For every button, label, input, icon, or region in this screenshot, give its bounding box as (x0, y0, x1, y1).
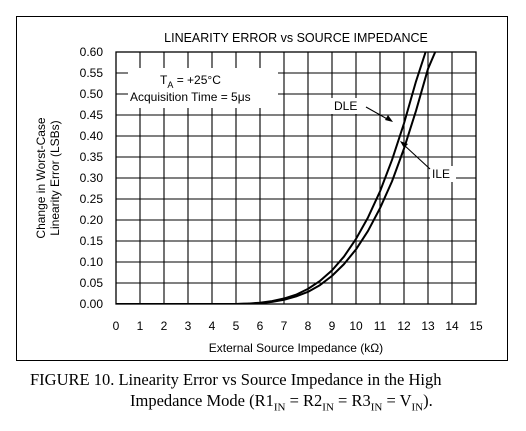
x-tick-label: 14 (445, 319, 459, 333)
x-tick-label: 7 (281, 319, 288, 333)
grid (115, 51, 477, 305)
x-tick-label: 6 (257, 319, 264, 333)
x-tick-label: 15 (469, 319, 483, 333)
x-tick-label: 4 (209, 319, 216, 333)
y-tick-label: 0.05 (80, 276, 104, 290)
chart-frame (16, 16, 508, 361)
y-tick-label: 0.25 (80, 192, 104, 206)
y-tick-label: 0.10 (80, 255, 104, 269)
ile-label: ILE (432, 167, 450, 181)
x-tick-label: 12 (397, 319, 411, 333)
x-tick-label: 0 (113, 319, 120, 333)
y-tick-label: 0.55 (80, 66, 104, 80)
series-lines (116, 52, 437, 304)
y-axis-label-line1: Change in Worst-Case (34, 117, 48, 238)
x-tick-label: 9 (329, 319, 336, 333)
y-tick-label: 0.35 (80, 150, 104, 164)
y-tick-label: 0.50 (80, 87, 104, 101)
dle-label: DLE (334, 99, 357, 113)
ile-label-bg (430, 166, 456, 182)
caption-line2: Impedance Mode (R1IN = R2IN = R3IN = VIN… (130, 391, 433, 414)
ile-leader (403, 144, 431, 170)
y-tick-label: 0.20 (80, 213, 104, 227)
dle-leader (365, 106, 390, 121)
dle-leader-arrow (385, 115, 393, 122)
y-tick-label: 0.15 (80, 234, 104, 248)
series-line-ile (116, 52, 437, 304)
y-axis-label-line2: Linearity Error (LSBs) (48, 120, 62, 235)
x-tick-label: 2 (161, 319, 168, 333)
ile-leader-arrow (400, 141, 408, 148)
x-tick-label: 1 (137, 319, 144, 333)
x-tick-label: 11 (374, 319, 387, 333)
chart-title: LINEARITY ERROR vs SOURCE IMPEDANCE (164, 31, 428, 45)
y-tick-label: 0.60 (80, 45, 104, 59)
x-tick-label: 3 (185, 319, 192, 333)
x-tick-label: 10 (349, 319, 363, 333)
y-tick-label: 0.45 (80, 108, 104, 122)
y-tick-label: 0.40 (80, 129, 104, 143)
x-tick-label: 13 (421, 319, 435, 333)
y-tick-label: 0.30 (80, 171, 104, 185)
caption-line1: FIGURE 10. Linearity Error vs Source Imp… (30, 370, 442, 389)
dle-label-bg (331, 98, 365, 114)
x-tick-label: 5 (233, 319, 240, 333)
tick-labels: 0 1 2 3 4 5 6 7 8 9 10 11 12 13 14 150.000.050.100.150.… (80, 45, 483, 333)
condition-acquisition-time: Acquisition Time = 5μs (130, 90, 251, 104)
y-tick-label: 0.00 (80, 297, 104, 311)
condition-temperature: TA = +25°C (160, 73, 221, 90)
x-axis-label: External Source Impedance (kΩ) (209, 341, 383, 355)
x-tick-label: 8 (305, 319, 312, 333)
condition-box (128, 68, 278, 108)
figure-caption: FIGURE 10. Linearity Error vs Source Imp… (30, 369, 510, 418)
